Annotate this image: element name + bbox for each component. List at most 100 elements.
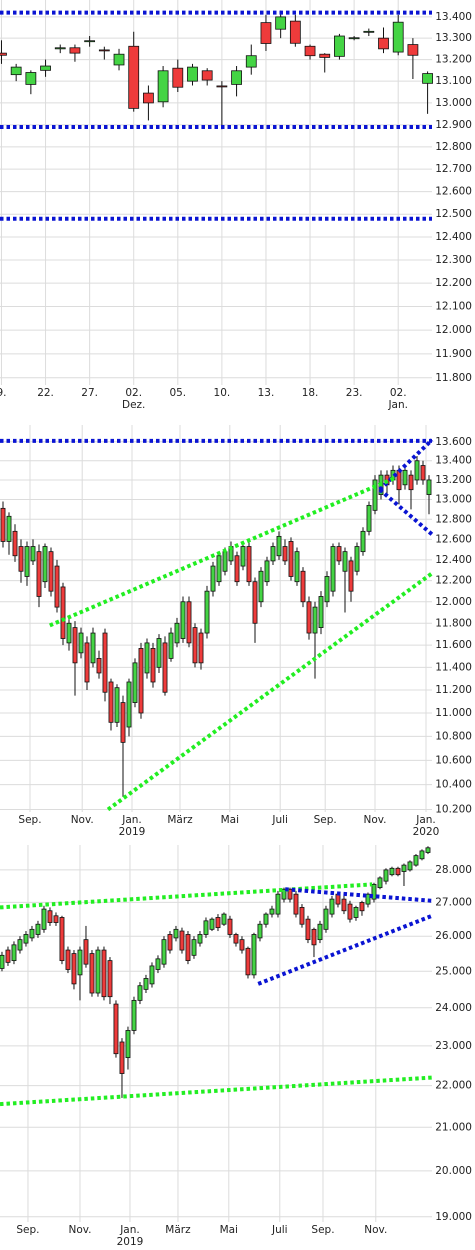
candle-body xyxy=(11,944,17,962)
candle-body xyxy=(408,474,414,491)
candle-body xyxy=(293,893,299,915)
candle-body xyxy=(180,601,186,639)
x-tick-label: 02. Dez. xyxy=(122,387,145,411)
candle-body xyxy=(324,576,330,603)
candle-body xyxy=(42,546,48,583)
candle-body xyxy=(420,465,426,481)
y-tick-label: 19.000 xyxy=(435,1211,472,1223)
candle-body xyxy=(98,49,110,52)
candle-body xyxy=(354,546,360,572)
candle-body xyxy=(168,632,174,659)
candle-body xyxy=(319,53,331,58)
candle-body xyxy=(392,21,404,53)
candle-body xyxy=(201,70,213,81)
candle-body xyxy=(157,70,169,103)
candle-body xyxy=(198,632,204,664)
candle-body xyxy=(47,910,53,923)
candle-body xyxy=(419,850,425,860)
candle-body xyxy=(335,893,341,905)
y-tick-label: 12.000 xyxy=(435,596,472,608)
candle-body xyxy=(114,687,120,723)
trend-line xyxy=(0,1075,433,1107)
y-tick-label: 13.200 xyxy=(435,54,472,66)
candle-body xyxy=(294,551,300,583)
y-tick-label: 12.300 xyxy=(435,254,472,266)
candle-body xyxy=(282,546,288,562)
x-tick-label: Sep. xyxy=(314,814,337,826)
candle-body xyxy=(172,67,184,88)
candle-body xyxy=(312,606,318,634)
y-tick-label: 11.900 xyxy=(435,348,472,360)
y-tick-label: 24.000 xyxy=(435,1002,472,1014)
candle-body xyxy=(288,541,294,577)
candle-body xyxy=(276,535,282,557)
candle-body xyxy=(329,898,335,915)
candle-body xyxy=(36,551,42,597)
candle-body xyxy=(131,999,137,1031)
y-tick-label: 22.000 xyxy=(435,1080,472,1092)
x-tick-label: Nov. xyxy=(364,1224,387,1236)
candle-body xyxy=(144,642,150,674)
y-tick-label: 26.000 xyxy=(435,930,472,942)
candle-body xyxy=(40,65,51,71)
candle-body xyxy=(377,877,383,889)
y-tick-label: 13.100 xyxy=(435,75,472,87)
candle-body xyxy=(360,530,366,553)
x-tick-label: Jan. 2019 xyxy=(119,814,146,838)
candle-body xyxy=(143,92,154,104)
candle-body xyxy=(323,908,329,930)
x-tick-label: Juli xyxy=(271,1224,288,1236)
candle-body xyxy=(84,642,90,683)
candle-body xyxy=(161,939,167,965)
candle-body xyxy=(128,45,140,109)
candle-body xyxy=(186,601,192,644)
y-tick-label: 13.000 xyxy=(435,97,472,109)
candle-body xyxy=(203,920,209,935)
trend-line xyxy=(49,476,396,628)
x-tick-label: 13. xyxy=(258,387,275,399)
x-tick-label: März xyxy=(167,814,193,826)
candle-body xyxy=(407,861,413,871)
y-tick-label: 10.600 xyxy=(435,754,472,766)
candle-body xyxy=(132,662,138,703)
candle-body xyxy=(162,642,168,693)
y-tick-label: 11.200 xyxy=(435,684,472,696)
candle-body xyxy=(395,867,401,876)
y-tick-label: 13.400 xyxy=(435,11,472,23)
candle-body xyxy=(84,40,96,43)
candle-body xyxy=(215,917,221,929)
candle-body xyxy=(48,551,54,592)
y-tick-label: 12.400 xyxy=(435,231,472,243)
candle-body xyxy=(231,70,242,85)
candle-body xyxy=(156,638,162,668)
candle-body xyxy=(18,546,24,572)
chart-panel: 13.400 13.300 13.200 13.100 13.000 12.900 12.8… xyxy=(0,0,472,411)
candle-body xyxy=(336,546,342,562)
x-tick-label: 18. xyxy=(302,387,319,399)
candle-body xyxy=(155,958,161,970)
candle-body xyxy=(216,85,228,88)
candle-body xyxy=(191,939,197,956)
x-tick-label: 05. xyxy=(169,387,186,399)
candle-body xyxy=(25,72,37,85)
candle-body xyxy=(227,918,233,935)
y-tick-label: 12.700 xyxy=(435,163,472,175)
x-tick-label: 10. xyxy=(214,387,231,399)
candle-body xyxy=(54,565,60,608)
candle-body xyxy=(311,928,317,946)
x-tick-label: März xyxy=(165,1224,191,1236)
candle-body xyxy=(66,622,72,644)
y-tick-label: 12.200 xyxy=(435,575,472,587)
candle-body xyxy=(270,546,276,562)
x-tick-label: Nov. xyxy=(71,814,94,826)
y-tick-label: 28.000 xyxy=(435,864,472,876)
candle-body xyxy=(300,570,306,603)
candle-body xyxy=(210,565,216,592)
candle-body xyxy=(204,590,210,634)
x-tick-label: 9. xyxy=(0,387,6,399)
candle-body xyxy=(258,570,264,603)
candle-body xyxy=(101,949,107,998)
x-tick-label: Nov. xyxy=(363,814,386,826)
